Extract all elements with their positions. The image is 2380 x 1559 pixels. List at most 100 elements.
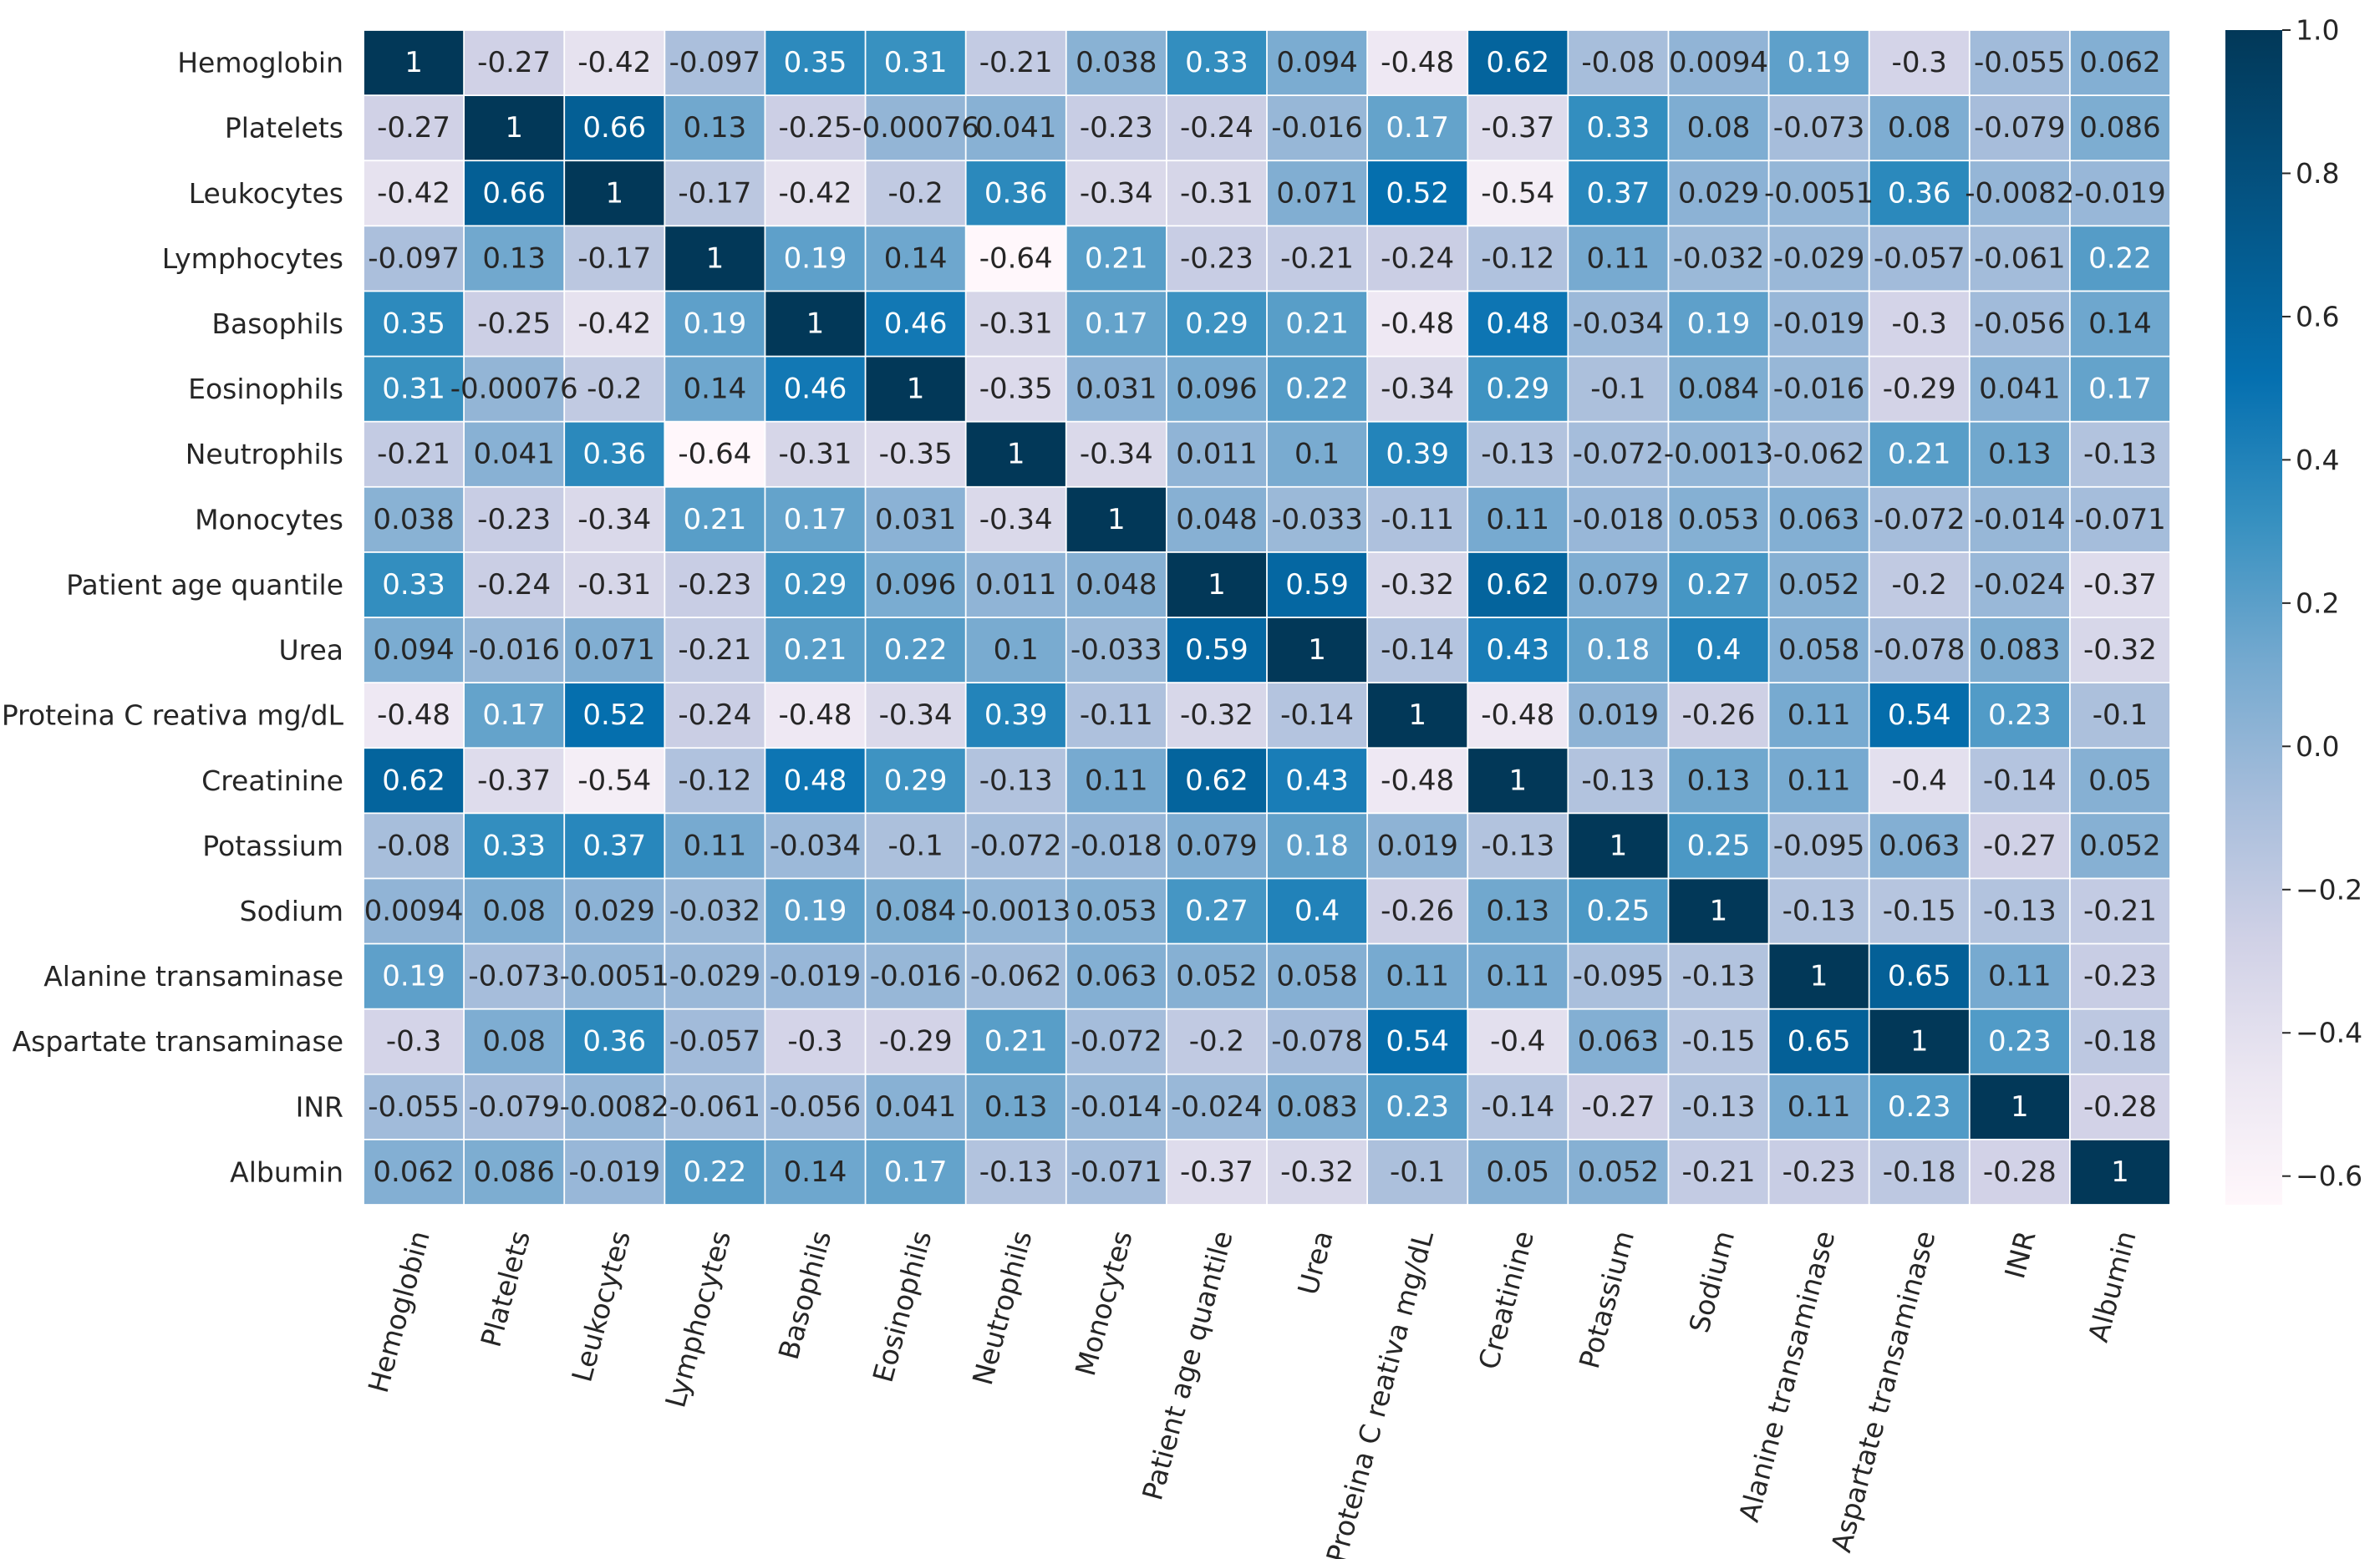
heatmap-cell (1267, 1140, 1367, 1205)
cell-annotation: 0.13 (684, 111, 747, 145)
heatmap-cell (1167, 749, 1267, 813)
cell-annotation: 0.48 (1486, 307, 1549, 341)
y-tick-label: Aspartate transaminase (13, 1025, 343, 1058)
heatmap-cell (1468, 226, 1568, 291)
cell-annotation: 1 (1107, 503, 1126, 536)
heatmap-cell (1368, 683, 1467, 748)
heatmap-cell (1368, 1140, 1467, 1205)
cell-annotation: 0.011 (1176, 438, 1257, 471)
cell-annotation: -0.055 (368, 1090, 460, 1124)
cell-annotation: 0.52 (1386, 176, 1449, 210)
heatmap-cell (1769, 292, 1869, 356)
cell-annotation: -0.17 (577, 241, 651, 275)
heatmap-cell (1769, 96, 1869, 160)
heatmap-cell (1066, 1074, 1166, 1139)
y-tick-label: Proteina C reativa mg/dL (2, 699, 344, 732)
heatmap-cell (1669, 487, 1768, 551)
heatmap-cell (866, 161, 965, 226)
cell-annotation: -0.1 (1590, 373, 1645, 406)
heatmap-cell (765, 357, 865, 421)
cell-annotation: -0.019 (2074, 176, 2166, 210)
cell-annotation: 0.052 (1778, 568, 1859, 602)
heatmap-cell (1569, 1009, 1668, 1074)
cell-annotation: 0.019 (1578, 698, 1659, 732)
cell-annotation: -0.34 (979, 503, 1053, 536)
heatmap-cell (1167, 879, 1267, 943)
heatmap-cell (1569, 30, 1668, 95)
heatmap-cell (1066, 161, 1166, 226)
cell-annotation: 0.14 (784, 1155, 847, 1189)
cell-annotation: 0.058 (1778, 633, 1859, 667)
cell-annotation: 0.084 (875, 895, 956, 928)
heatmap-cell (665, 1009, 765, 1074)
heatmap-cell (1368, 161, 1467, 226)
heatmap-cell (1167, 96, 1267, 160)
cell-annotation: 0.062 (2079, 46, 2160, 79)
heatmap-cell (1569, 879, 1668, 943)
heatmap-cell (665, 749, 765, 813)
cell-annotation: 0.062 (373, 1155, 454, 1189)
heatmap-cell (1368, 944, 1467, 1008)
heatmap-cell (1167, 683, 1267, 748)
heatmap-cell (1468, 617, 1568, 683)
heatmap-cell (565, 487, 664, 551)
cell-annotation: -0.032 (1673, 241, 1765, 275)
cell-annotation: -0.057 (1874, 241, 1966, 275)
cell-annotation: 0.0094 (364, 895, 464, 928)
heatmap-cell (1267, 814, 1367, 878)
cell-annotation: -0.21 (377, 438, 450, 471)
x-tick-label: Eosinophils (867, 1227, 938, 1386)
cell-annotation: 0.0094 (1669, 46, 1768, 79)
cell-annotation: -0.0082 (1965, 176, 2074, 210)
heatmap-cell (866, 422, 965, 486)
heatmap-cell (665, 226, 765, 291)
cell-annotation: -0.24 (477, 568, 551, 602)
cell-annotation: 0.65 (1888, 960, 1951, 993)
heatmap-cell (465, 814, 564, 878)
heatmap-cell (465, 617, 564, 683)
cell-annotation: -0.078 (1271, 1025, 1363, 1059)
cell-annotation: 0.35 (382, 307, 445, 341)
heatmap-cell (1869, 1009, 1969, 1074)
heatmap-cell (465, 552, 564, 617)
colorbar-tick-label: 0.0 (2296, 730, 2339, 763)
cell-annotation: 0.041 (875, 1090, 956, 1124)
cell-annotation: 0.071 (1276, 176, 1357, 210)
heatmap-cell (1669, 292, 1768, 356)
cell-annotation: -0.071 (1070, 1155, 1162, 1189)
heatmap-cell (2070, 879, 2170, 943)
cell-annotation: -0.033 (1271, 503, 1363, 536)
heatmap-cell (1167, 30, 1267, 95)
heatmap-cell (1869, 749, 1969, 813)
cell-annotation: 0.21 (784, 633, 847, 667)
cell-annotation: 0.14 (684, 373, 747, 406)
heatmap-cell (465, 161, 564, 226)
cell-annotation: -0.034 (1573, 307, 1665, 341)
heatmap-cell (1669, 96, 1768, 160)
heatmap-cell (665, 944, 765, 1008)
heatmap-cell (364, 292, 464, 356)
heatmap-cell (1869, 617, 1969, 683)
cell-annotation: -0.31 (1180, 176, 1254, 210)
cell-annotation: -0.13 (979, 764, 1053, 797)
heatmap-cell (866, 1009, 965, 1074)
x-tick-label: Neutrophils (966, 1227, 1039, 1389)
cell-annotation: -0.32 (1381, 568, 1454, 602)
cell-annotation: 0.1 (994, 633, 1039, 667)
cell-annotation: 0.063 (1076, 960, 1157, 993)
heatmap-cell (465, 487, 564, 551)
cell-annotation: -0.097 (669, 46, 761, 79)
heatmap-cell (1368, 292, 1467, 356)
cell-annotation: 0.19 (684, 307, 747, 341)
cell-annotation: -0.29 (879, 1025, 953, 1059)
heatmap-cell (1267, 1074, 1367, 1139)
cell-annotation: 0.65 (1788, 1025, 1851, 1059)
cell-annotation: 0.041 (975, 111, 1056, 145)
heatmap-cell (1368, 617, 1467, 683)
heatmap-cell (1468, 749, 1568, 813)
heatmap-cell (465, 1140, 564, 1205)
heatmap-cell (364, 879, 464, 943)
cell-annotation: -0.13 (1983, 895, 2057, 928)
heatmap-cell (1970, 749, 2069, 813)
